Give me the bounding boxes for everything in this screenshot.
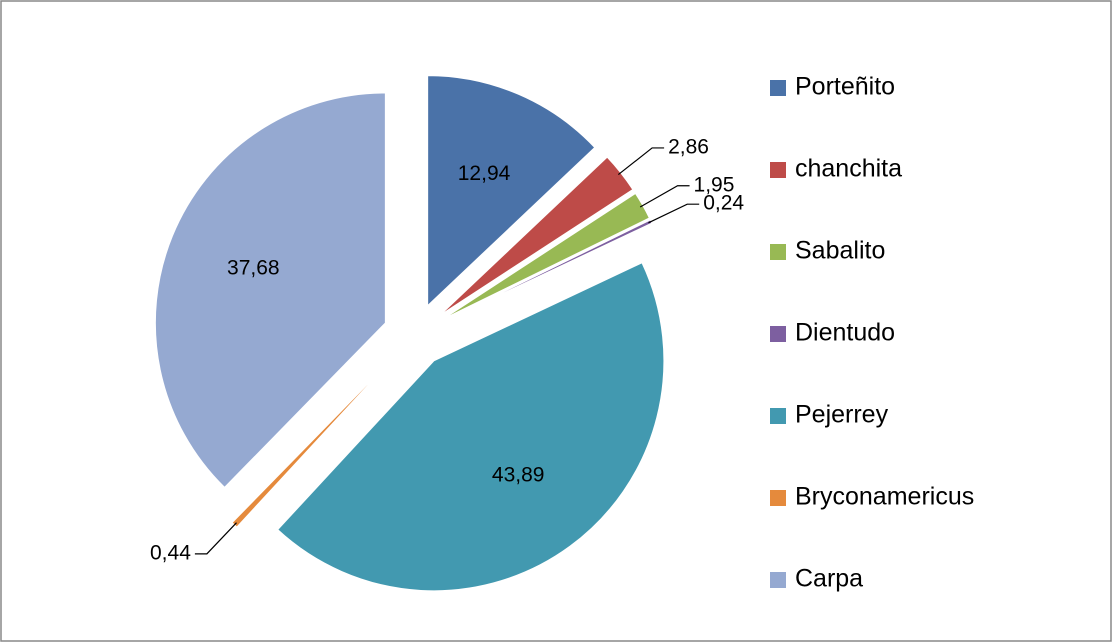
legend-swatch	[770, 244, 786, 260]
legend-label: Bryconamericus	[795, 483, 974, 511]
data-label: 37,68	[227, 257, 280, 280]
pie-slice	[277, 262, 665, 592]
legend-label: Sabalito	[795, 237, 885, 265]
legend-label: Carpa	[795, 565, 863, 593]
data-label: 0,44	[150, 541, 191, 564]
data-label: 0,24	[703, 192, 744, 215]
leader-line	[639, 185, 690, 208]
pie-slice	[427, 75, 596, 307]
legend-label: Dientudo	[795, 319, 895, 347]
legend-swatch	[770, 326, 786, 342]
legend-label: chanchita	[795, 155, 902, 183]
legend: Porteñito chanchita Sabalito Dientudo Pejerr…	[770, 73, 974, 593]
leader-line	[648, 203, 700, 224]
leader-line	[617, 147, 665, 176]
leader-line	[194, 522, 237, 555]
legend-label: Pejerrey	[795, 401, 889, 429]
pie-slice	[154, 92, 386, 489]
data-label: 1,95	[694, 173, 735, 196]
legend-swatch	[770, 490, 786, 506]
legend-swatch	[770, 162, 786, 178]
data-label: 43,89	[492, 463, 545, 486]
legend-label: Porteñito	[795, 73, 895, 101]
data-label: 2,86	[668, 136, 709, 159]
legend-swatch	[770, 408, 786, 424]
legend-swatch	[770, 572, 786, 588]
data-label: 12,94	[458, 162, 511, 185]
legend-swatch	[770, 80, 786, 96]
